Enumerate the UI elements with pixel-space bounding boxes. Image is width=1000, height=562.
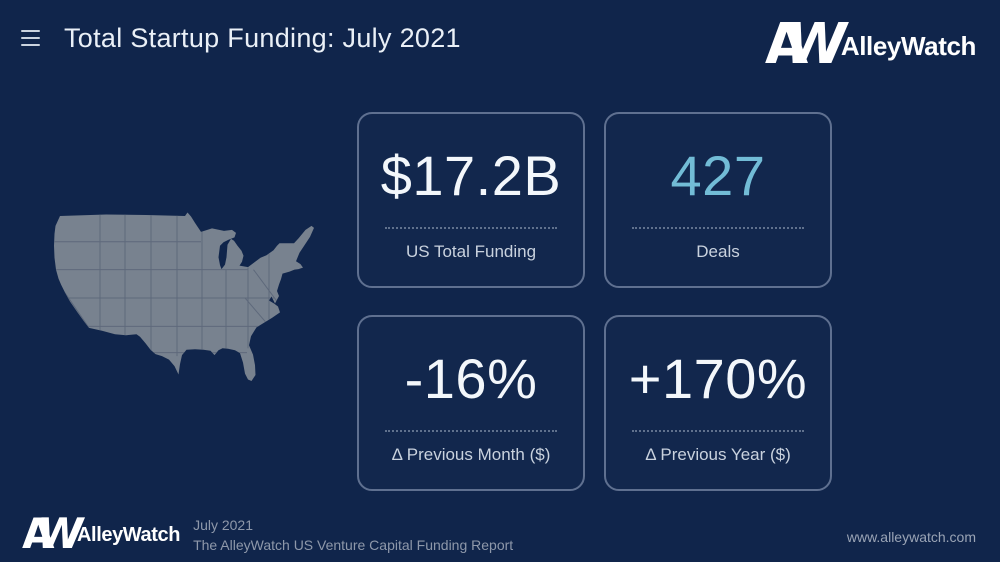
dotted-divider	[632, 430, 804, 432]
stat-card-delta-previous-month: -16% Δ Previous Month ($)	[357, 315, 585, 491]
alleywatch-logo[interactable]: A W AlleyWatch	[764, 12, 977, 77]
footer-branding: A W AlleyWatch July 2021 The AlleyWatch …	[22, 509, 513, 558]
stat-value-delta-previous-year: +170%	[628, 347, 808, 410]
stat-card-delta-previous-year: +170% Δ Previous Year ($)	[604, 315, 832, 491]
kpi-grid: $17.2B US Total Funding 427 Deals -16% Δ…	[357, 112, 832, 491]
stat-value-us-total-funding: $17.2B	[380, 144, 562, 207]
stat-value-deals: 427	[670, 144, 766, 207]
report-title: The AlleyWatch US Venture Capital Fundin…	[193, 537, 514, 553]
dotted-divider	[385, 227, 557, 229]
stat-label-delta-previous-month: Δ Previous Month ($)	[391, 445, 551, 464]
footer-report-meta: July 2021 The AlleyWatch US Venture Capi…	[193, 515, 513, 555]
stat-card-us-total-funding: $17.2B US Total Funding	[357, 112, 585, 288]
stat-card-deals: 427 Deals	[604, 112, 832, 288]
page-title: Total Startup Funding: July 2021	[64, 23, 461, 53]
stat-label-us-total-funding: US Total Funding	[405, 242, 537, 261]
stat-value-delta-previous-month: -16%	[404, 347, 538, 410]
footer-brand-name: AlleyWatch	[77, 523, 181, 546]
alleywatch-monogram-icon: A W	[22, 509, 84, 558]
brand-name: AlleyWatch	[840, 30, 977, 61]
dotted-divider	[632, 227, 804, 229]
alleywatch-monogram-icon: A W	[764, 12, 847, 77]
hamburger-menu-icon[interactable]	[21, 30, 41, 46]
stat-label-delta-previous-year: Δ Previous Year ($)	[645, 445, 791, 464]
stat-label-deals: Deals	[696, 242, 740, 261]
website-link[interactable]: www.alleywatch.com	[846, 529, 976, 545]
alleywatch-logo-footer: A W AlleyWatch	[22, 509, 181, 558]
us-states-map-icon	[54, 212, 314, 382]
dotted-divider	[385, 430, 557, 432]
report-period: July 2021	[193, 517, 253, 533]
